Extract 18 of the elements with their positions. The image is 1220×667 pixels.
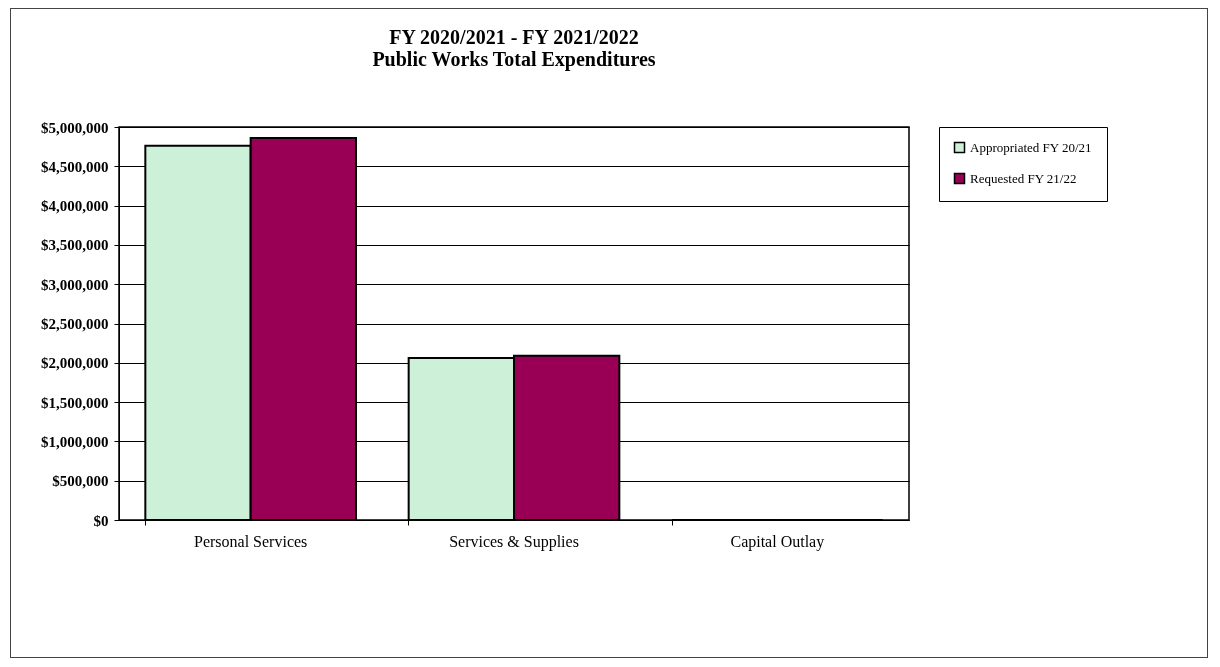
legend-label: Requested FY 21/22 bbox=[970, 170, 1077, 186]
text: Public Works Total Expenditures bbox=[372, 48, 656, 70]
y-tick-label: $1,500,000 bbox=[41, 394, 109, 411]
y-tick-label: $1,000,000 bbox=[41, 433, 109, 450]
text: FY 2020/2021 - FY 2021/2022 bbox=[389, 26, 639, 48]
x-tick-label: Personal Services bbox=[194, 532, 308, 550]
y-tick-label: $500,000 bbox=[52, 473, 109, 490]
y-tick-label: $2,500,000 bbox=[41, 316, 109, 332]
y-tick-label: $3,000,000 bbox=[41, 276, 109, 293]
y-tick-label: $2,000,000 bbox=[41, 355, 109, 372]
x-tick-label: Services & Supplies bbox=[449, 532, 579, 551]
y-tick-label: $0 bbox=[93, 512, 109, 529]
legend-label: Appropriated FY 20/21 bbox=[970, 139, 1092, 155]
y-tick-label: $3,500,000 bbox=[41, 237, 109, 254]
y-tick-label: $4,500,000 bbox=[41, 158, 109, 175]
x-tick-label: Capital Outlay bbox=[730, 532, 825, 551]
y-tick-label: $5,000,000 bbox=[41, 119, 109, 136]
y-tick-label: $4,000,000 bbox=[41, 198, 109, 215]
